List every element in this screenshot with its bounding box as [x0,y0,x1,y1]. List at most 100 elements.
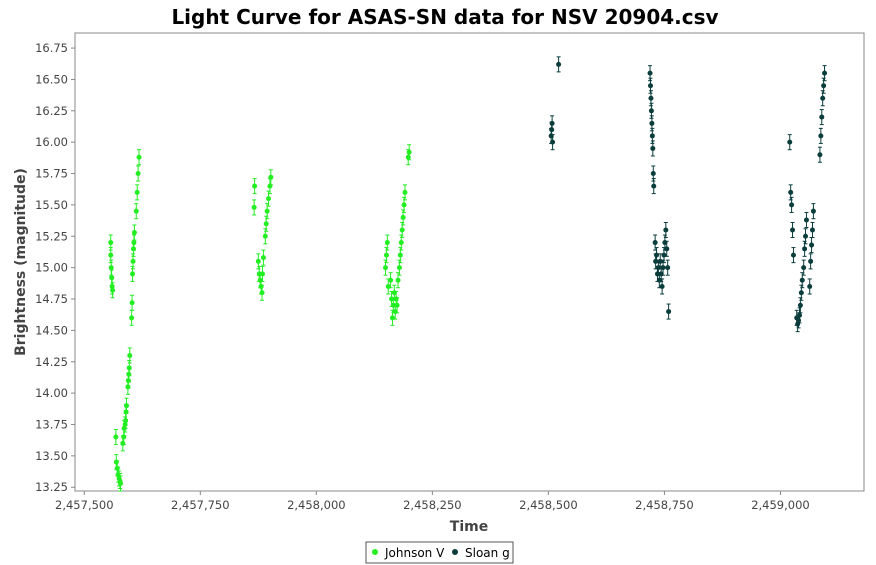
data-point [650,145,656,151]
data-point [127,352,133,358]
data-point [113,434,119,440]
data-point [263,221,269,227]
data-point [648,108,654,114]
data-point [820,95,826,101]
data-point [664,246,670,252]
data-point [796,312,802,318]
y-tick-label: 14.50 [35,323,68,337]
data-point [649,120,655,126]
y-axis-title: Brightness (magnitude) [13,168,29,356]
data-point [131,230,137,236]
data-point [259,290,265,296]
data-point [808,258,814,264]
data-point [790,227,796,233]
data-point [649,133,655,139]
legend-marker-sloan-g [452,549,458,555]
data-point [108,240,114,246]
data-point [252,183,258,189]
data-point [135,171,141,177]
data-point [817,152,823,158]
data-point [124,403,130,409]
data-point [809,242,815,248]
data-point [807,283,813,289]
y-tick-label: 16.50 [35,72,68,86]
y-tick-label: 15.00 [35,261,68,275]
data-point [395,277,401,283]
data-point [396,265,402,271]
data-point [131,240,137,246]
x-tick-label: 2,457,500 [55,498,114,512]
legend-marker-johnson-v [372,549,378,555]
data-point [660,265,666,271]
data-point [108,252,114,258]
data-point [129,315,135,321]
data-point [134,189,140,195]
y-axis: 13.25 13.50 13.75 14.00 14.25 14.50 14.75 15.00… [35,41,75,494]
data-point [268,174,274,180]
series-johnson-v [108,144,412,492]
data-series-layer [108,56,828,492]
data-point [136,154,142,160]
x-tick-label: 2,458,250 [403,498,462,512]
y-tick-label: 16.75 [35,41,68,55]
legend-box [365,541,514,564]
y-tick-label: 15.50 [35,198,68,212]
data-point [650,171,656,177]
series-sloan-g [548,56,828,333]
data-point [822,70,828,76]
data-point [651,183,657,189]
data-point [117,480,123,486]
data-point [799,277,805,283]
y-tick-label: 14.25 [35,355,68,369]
data-point [652,240,658,246]
data-point [384,240,390,246]
data-point [382,265,388,271]
y-tick-label: 14.00 [35,386,68,400]
data-point [397,252,403,258]
data-point [255,258,261,264]
data-point [789,202,795,208]
data-point [801,265,807,271]
data-point [260,255,266,261]
data-point [129,300,135,306]
data-point [251,204,257,210]
data-point [388,277,394,283]
data-point [666,309,672,315]
data-point [647,70,653,76]
data-point [266,196,272,202]
data-point [405,154,411,160]
data-point [659,283,665,289]
data-point [648,83,654,89]
data-point [798,290,804,296]
y-tick-label: 16.00 [35,135,68,149]
data-point [264,208,270,214]
data-point [130,271,136,277]
data-point [790,252,796,258]
data-point [803,233,809,239]
data-point [797,302,803,308]
legend-label-johnson-v: Johnson V [384,546,445,560]
data-point [648,95,654,101]
data-point [809,227,815,233]
data-point [787,139,793,145]
x-tick-label: 2,457,750 [171,498,230,512]
data-point [810,208,816,214]
y-tick-label: 13.50 [35,449,68,463]
y-tick-label: 15.25 [35,229,68,243]
data-point [654,252,660,258]
data-point [818,133,824,139]
data-point [262,233,268,239]
data-point [394,302,400,308]
data-point [130,258,136,264]
data-point [401,202,407,208]
chart-title: Light Curve for ASAS-SN data for NSV 209… [171,5,718,29]
data-point [796,317,802,323]
data-point [398,240,404,246]
data-point [663,227,669,233]
data-point [406,149,412,155]
x-tick-label: 2,458,750 [635,498,694,512]
data-point [399,227,405,233]
plot-area [74,32,865,492]
legend-label-sloan-g: Sloan g [465,546,510,560]
